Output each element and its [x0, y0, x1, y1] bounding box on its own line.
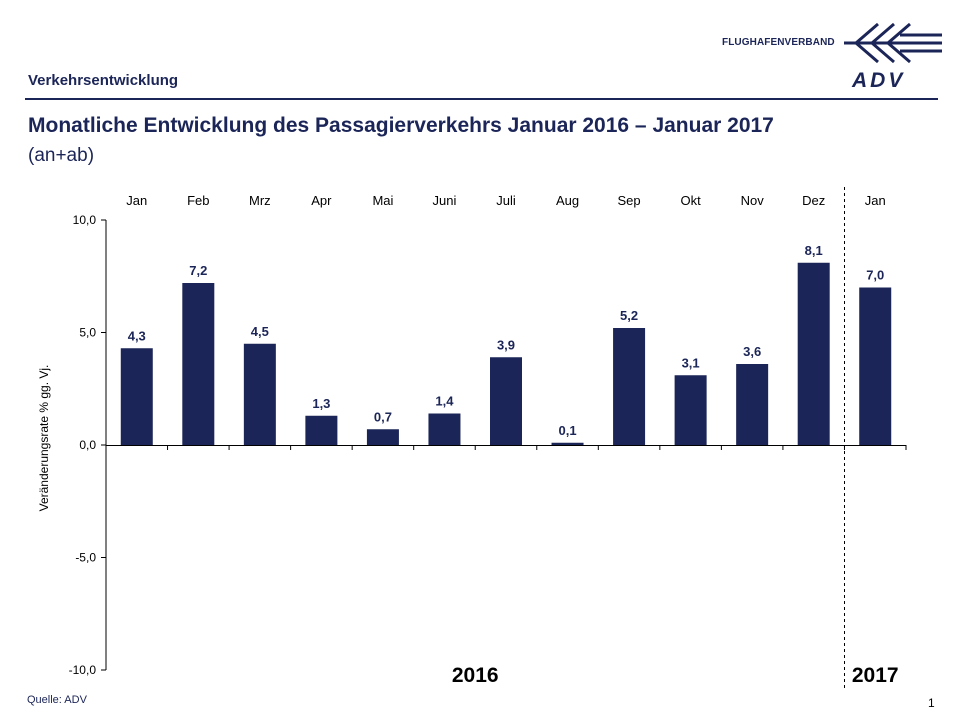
bar-4	[366, 429, 399, 445]
value-label: 7,0	[866, 268, 884, 283]
chart-subtitle: (an+ab)	[28, 145, 95, 166]
month-label: Jan	[126, 193, 147, 208]
y-tick-label: -10,0	[69, 663, 97, 677]
bar-11	[797, 262, 830, 445]
month-label: Apr	[311, 193, 332, 208]
value-label: 4,5	[251, 324, 269, 339]
value-label: 8,1	[805, 243, 823, 258]
page-number: 1	[928, 696, 935, 710]
value-label: 4,3	[128, 328, 146, 343]
source-note: Quelle: ADV	[27, 694, 87, 706]
month-label: Mai	[372, 193, 393, 208]
value-label: 3,1	[682, 355, 700, 370]
bar-3	[305, 415, 338, 445]
value-label: 0,1	[558, 423, 576, 438]
bar-10	[736, 364, 769, 445]
bar-6	[490, 357, 522, 445]
month-label: Aug	[556, 193, 579, 208]
value-label: 1,3	[312, 396, 330, 411]
bar-8	[613, 328, 646, 445]
value-label: 3,6	[743, 344, 761, 359]
value-label: 7,2	[189, 263, 207, 278]
year-label: 2016	[452, 664, 499, 687]
y-tick-label: -5,0	[75, 551, 96, 565]
y-axis-label: Veränderungsrate % gg. Vj.	[37, 365, 51, 512]
year-label: 2017	[852, 664, 899, 687]
header-divider	[25, 98, 938, 100]
month-label: Nov	[741, 193, 765, 208]
month-label: Sep	[618, 193, 641, 208]
month-label: Okt	[680, 193, 701, 208]
month-label: Juni	[433, 193, 457, 208]
section-title: Verkehrsentwicklung	[28, 72, 179, 89]
y-tick-label: 10,0	[73, 213, 97, 227]
value-label: 5,2	[620, 308, 638, 323]
month-label: Jan	[865, 193, 886, 208]
value-label: 0,7	[374, 409, 392, 424]
bar-0	[120, 348, 153, 445]
month-label: Juli	[496, 193, 516, 208]
bar-9	[674, 375, 707, 445]
adv-wordmark: ADV	[852, 69, 906, 92]
month-label: Dez	[802, 193, 825, 208]
bar-2	[243, 343, 276, 445]
adv-logo-icon	[844, 22, 942, 64]
month-label: Mrz	[249, 193, 271, 208]
y-tick-label: 5,0	[79, 326, 96, 340]
bar-7	[551, 442, 584, 445]
y-tick-label: 0,0	[79, 438, 96, 452]
bar-5	[428, 413, 461, 445]
logo-text: FLUGHAFENVERBAND	[722, 37, 835, 48]
bar-12	[859, 287, 892, 445]
value-label: 3,9	[497, 337, 515, 352]
chart-title: Monatliche Entwicklung des Passagierverk…	[28, 114, 774, 137]
month-label: Feb	[187, 193, 209, 208]
value-label: 1,4	[435, 394, 454, 409]
bar-1	[182, 283, 215, 445]
